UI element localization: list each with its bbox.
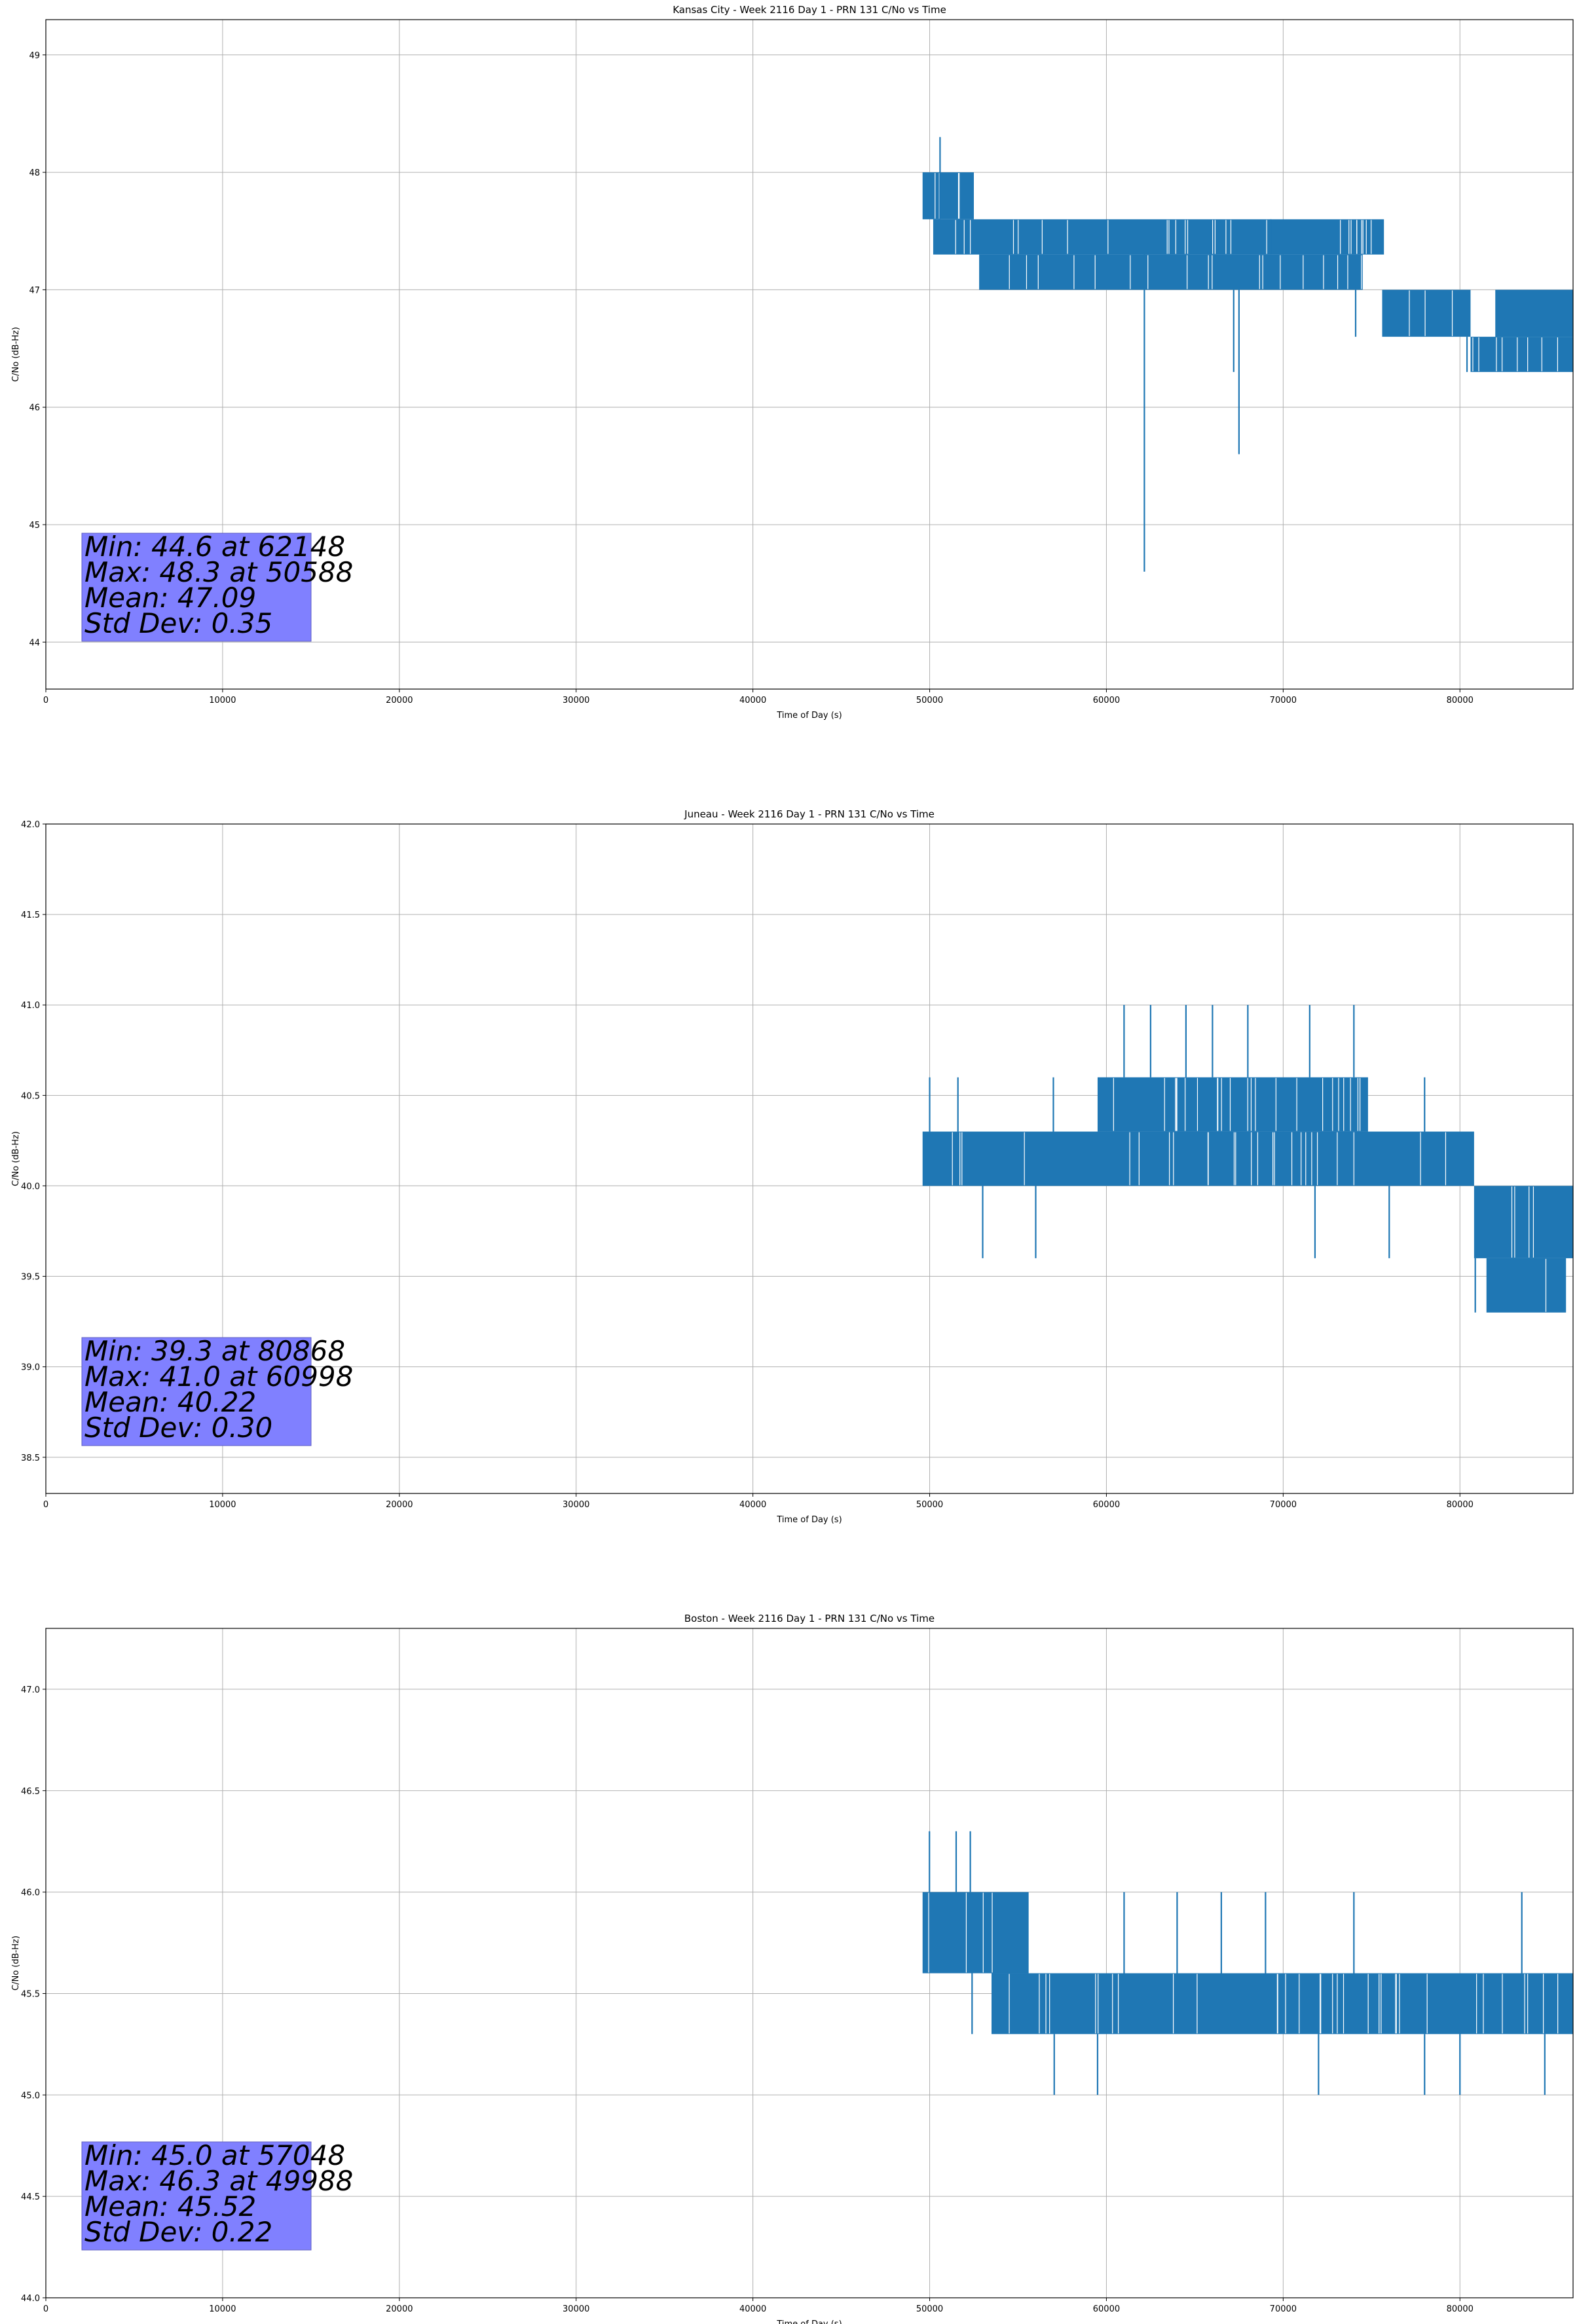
stats-line: Mean: 47.09 — [84, 582, 256, 614]
x-tick-label: 70000 — [1270, 2304, 1297, 2314]
signal-band — [922, 1131, 1474, 1186]
x-tick-label: 40000 — [739, 696, 766, 705]
signal-band — [933, 219, 1001, 255]
y-tick-label: 44.5 — [21, 2192, 40, 2202]
y-tick-label: 46 — [29, 403, 40, 413]
y-tick-label: 46.5 — [21, 1787, 40, 1797]
chart-title: Kansas City - Week 2116 Day 1 - PRN 131 … — [673, 4, 946, 16]
x-tick-label: 0 — [43, 2304, 48, 2314]
stats-box — [81, 2141, 312, 2251]
x-tick-label: 10000 — [209, 696, 236, 705]
y-tick-label: 45 — [29, 521, 40, 531]
x-tick-label: 40000 — [739, 2304, 766, 2314]
stats-line: Min: 44.6 at 62148 — [84, 531, 345, 563]
series-line — [922, 1831, 1573, 2095]
chart-title: Juneau - Week 2116 Day 1 - PRN 131 C/No … — [684, 808, 935, 820]
y-tick-label: 39.0 — [21, 1363, 40, 1373]
stats-line: Min: 45.0 at 57048 — [84, 2139, 345, 2171]
x-tick-label: 50000 — [916, 2304, 943, 2314]
y-tick-label: 42.0 — [21, 820, 40, 830]
stats-line: Std Dev: 0.22 — [84, 2216, 272, 2248]
x-axis-label: Time of Day (s) — [776, 2319, 842, 2324]
x-tick-label: 20000 — [386, 696, 413, 705]
signal-band — [922, 172, 974, 219]
y-tick-label: 38.5 — [21, 1453, 40, 1463]
y-tick-label: 44.0 — [21, 2294, 40, 2304]
plot-frame — [45, 19, 1574, 690]
y-tick-label: 45.5 — [21, 1989, 40, 1999]
signal-band — [1097, 1077, 1368, 1132]
chart-title: Boston - Week 2116 Day 1 - PRN 131 C/No … — [684, 1613, 935, 1624]
plot-frame — [45, 1628, 1574, 2298]
y-tick-label: 47 — [29, 286, 40, 295]
y-tick-label: 47.0 — [21, 1685, 40, 1695]
y-tick-label: 44 — [29, 638, 40, 648]
stats-line: Mean: 40.22 — [84, 1386, 256, 1418]
x-tick-label: 80000 — [1447, 2304, 1474, 2314]
y-tick-label: 40.0 — [21, 1182, 40, 1191]
signal-band — [1000, 219, 1384, 255]
y-tick-label: 39.5 — [21, 1273, 40, 1283]
plot-frame — [45, 823, 1574, 1494]
signal-band — [1486, 1258, 1567, 1313]
signal-band — [922, 1892, 1029, 1974]
stats-line: Mean: 45.52 — [84, 2190, 256, 2222]
x-tick-label: 30000 — [563, 696, 589, 705]
x-tick-label: 80000 — [1447, 1500, 1474, 1510]
stats-line: Max: 46.3 at 49988 — [84, 2165, 353, 2197]
y-tick-label: 41.0 — [21, 1001, 40, 1011]
x-tick-label: 20000 — [386, 1500, 413, 1510]
kansas-city-panel: Kansas City - Week 2116 Day 1 - PRN 131 … — [11, 4, 1574, 721]
y-tick-label: 46.0 — [21, 1888, 40, 1898]
x-tick-label: 80000 — [1447, 696, 1474, 705]
signal-band — [1382, 290, 1471, 337]
series-line — [922, 1005, 1573, 1313]
signal-band — [1470, 337, 1573, 372]
x-tick-label: 60000 — [1093, 1500, 1120, 1510]
x-axis-label: Time of Day (s) — [776, 1515, 842, 1525]
x-tick-label: 0 — [43, 1500, 48, 1510]
y-axis-label: C/No (dB-Hz) — [11, 327, 21, 382]
x-tick-label: 50000 — [916, 1500, 943, 1510]
stats-line: Max: 48.3 at 50588 — [84, 556, 353, 588]
x-tick-label: 40000 — [739, 1500, 766, 1510]
y-axis-label: C/No (dB-Hz) — [11, 1131, 21, 1186]
x-tick-label: 30000 — [563, 2304, 589, 2314]
boston-panel: Boston - Week 2116 Day 1 - PRN 131 C/No … — [11, 1613, 1574, 2324]
series-line — [922, 137, 1573, 572]
x-tick-label: 60000 — [1093, 696, 1120, 705]
stats-line: Max: 41.0 at 60998 — [84, 1360, 353, 1393]
x-tick-label: 50000 — [916, 696, 943, 705]
signal-band — [1474, 1186, 1573, 1258]
x-tick-label: 30000 — [563, 1500, 589, 1510]
y-axis-label: C/No (dB-Hz) — [11, 1936, 21, 1991]
stats-line: Std Dev: 0.35 — [84, 607, 272, 639]
x-axis-label: Time of Day (s) — [776, 711, 842, 721]
signal-band — [1495, 290, 1573, 337]
x-tick-label: 20000 — [386, 2304, 413, 2314]
stats-box — [81, 533, 312, 642]
x-tick-label: 60000 — [1093, 2304, 1120, 2314]
y-tick-label: 49 — [29, 51, 40, 61]
x-tick-label: 10000 — [209, 1500, 236, 1510]
x-tick-label: 10000 — [209, 2304, 236, 2314]
stats-line: Std Dev: 0.30 — [84, 1412, 272, 1444]
stats-line: Min: 39.3 at 80868 — [84, 1335, 345, 1367]
signal-band — [979, 254, 1363, 290]
y-tick-label: 40.5 — [21, 1091, 40, 1101]
stats-box — [81, 1337, 312, 1446]
juneau-panel: Juneau - Week 2116 Day 1 - PRN 131 C/No … — [11, 808, 1574, 1525]
signal-band — [992, 1973, 1573, 2034]
y-tick-label: 48 — [29, 168, 40, 178]
x-tick-label: 0 — [43, 696, 48, 705]
y-tick-label: 45.0 — [21, 2091, 40, 2101]
x-tick-label: 70000 — [1270, 1500, 1297, 1510]
x-tick-label: 70000 — [1270, 696, 1297, 705]
y-tick-label: 41.5 — [21, 910, 40, 920]
